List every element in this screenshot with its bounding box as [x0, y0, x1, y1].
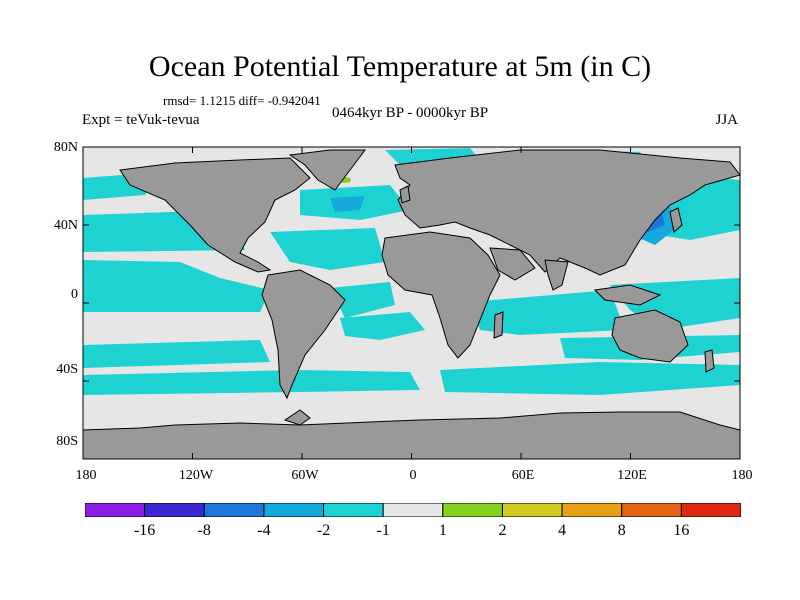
- colorbar-swatch: [561, 503, 623, 517]
- land-north-america: [119, 157, 311, 273]
- anomaly-n-atlantic-patch: [330, 196, 365, 212]
- colorbar-label: 2: [498, 522, 507, 539]
- land-greenland: [288, 149, 366, 191]
- land-se-asia-islands: [593, 284, 662, 306]
- colorbar-label: 8: [617, 522, 626, 539]
- colorbar-swatch: [621, 503, 682, 517]
- lat-label-80n: 80N: [53, 140, 78, 155]
- land-japan: [669, 207, 683, 233]
- colorbar-swatch: [442, 503, 503, 517]
- land-india: [544, 259, 569, 291]
- lat-label-0: 0: [71, 287, 78, 302]
- lat-label-80s: 80S: [56, 434, 78, 449]
- season-label: JJA: [715, 112, 738, 128]
- colorbar-swatch: [203, 503, 265, 517]
- land-eurasia: [394, 149, 740, 276]
- rmsd-diff-stats: rmsd= 1.1215 diff= -0.942041: [163, 93, 321, 108]
- anomaly-south-band-c: [440, 362, 740, 395]
- anomaly-atlantic-trop: [270, 228, 385, 270]
- lon-label-180e: 180: [731, 468, 753, 483]
- anomaly-atlantic-eq: [330, 282, 395, 318]
- lat-label-40n: 40N: [53, 218, 78, 233]
- land-south-america: [261, 269, 346, 400]
- period-label: 0464kyr BP - 0000kyr BP: [331, 105, 489, 121]
- anomaly-south-band-b: [83, 370, 420, 395]
- colorbar: [85, 503, 741, 517]
- axis-ticks: [82, 146, 741, 460]
- lon-label-60e: 60E: [511, 468, 535, 483]
- lon-label-180w: 180: [75, 468, 97, 483]
- lon-label-60w: 60W: [291, 468, 319, 483]
- anomaly-south-pacific-band: [83, 340, 270, 368]
- lon-label-120w: 120W: [178, 468, 214, 483]
- land-antarctica: [83, 411, 740, 459]
- land-antarctic-peninsula: [283, 409, 311, 426]
- colorbar-swatch: [680, 503, 741, 517]
- colorbar-label: -2: [316, 522, 331, 539]
- land-arabia: [489, 247, 536, 281]
- colorbar-swatch: [144, 503, 205, 517]
- experiment-label: Expt = teVuk-tevua: [82, 112, 200, 128]
- land-madagascar: [493, 311, 504, 339]
- colorbar-swatch: [382, 503, 444, 517]
- land-australia: [611, 309, 689, 363]
- land-uk: [399, 185, 411, 204]
- colorbar-label: 1: [438, 522, 447, 539]
- map-title: Ocean Potential Temperature at 5m (in C): [148, 50, 652, 83]
- anomaly-south-atlantic: [340, 312, 425, 340]
- land-layer: [83, 149, 740, 459]
- colorbar-swatch: [85, 503, 146, 517]
- colorbar-swatch: [501, 503, 563, 517]
- colorbar-label: -4: [257, 522, 271, 539]
- lat-label-40s: 40S: [56, 362, 78, 377]
- colorbar-label: -1: [376, 522, 390, 539]
- anomaly-pacific-trop: [83, 260, 270, 312]
- land-new-zealand: [704, 349, 715, 373]
- colorbar-label: 16: [673, 522, 690, 539]
- colorbar-label: -8: [197, 522, 211, 539]
- land-africa: [381, 231, 501, 359]
- colorbar-label: 4: [558, 522, 567, 539]
- lon-label-0: 0: [409, 468, 417, 483]
- lon-label-120e: 120E: [617, 468, 647, 483]
- colorbar-swatch: [263, 503, 325, 517]
- colorbar-label: -16: [133, 522, 156, 539]
- anomaly-indian: [470, 290, 625, 335]
- colorbar-swatch: [323, 503, 384, 517]
